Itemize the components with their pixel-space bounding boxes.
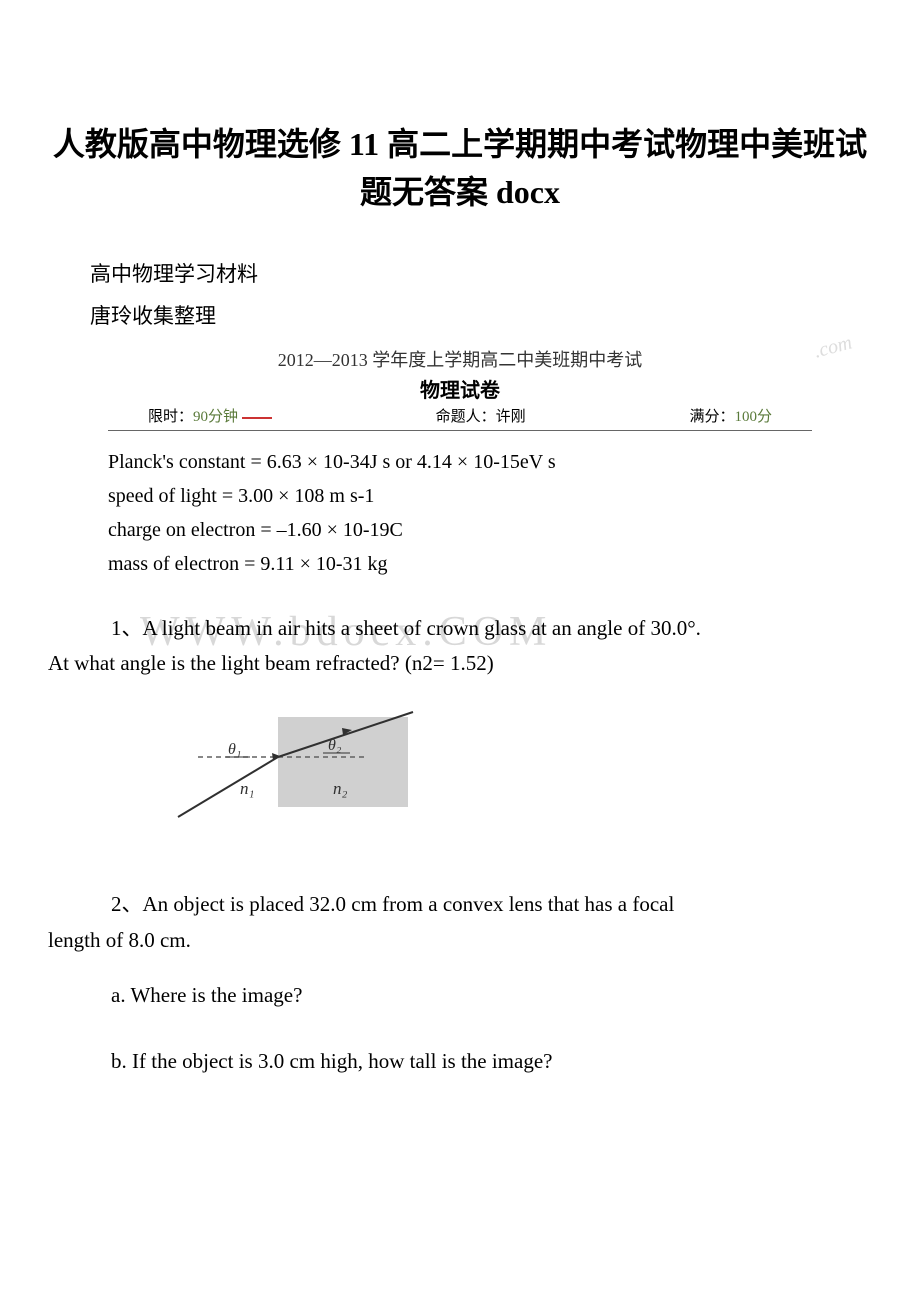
red-underline-icon	[242, 417, 272, 419]
time-label: 限时：	[148, 409, 193, 425]
q2-line-b: length of 8.0 cm.	[48, 923, 872, 959]
electron-charge: charge on electron = –1.60 × 10-19C	[48, 513, 872, 547]
incident-ray	[178, 757, 278, 817]
exam-time: 限时：90分钟	[148, 405, 272, 426]
theta1-label: θ₁	[228, 741, 241, 758]
time-value: 90分钟	[193, 409, 238, 425]
exam-year-title: 2012—2013 学年度上学期高二中美班期中考试	[108, 346, 812, 372]
q1-line-b: At what angle is the light beam refracte…	[48, 646, 872, 682]
watermark-corner: .com	[811, 331, 854, 363]
planck-constant: Planck's constant = 6.63 × 10-34J s or 4…	[48, 445, 872, 479]
q2-sub-b: b. If the object is 3.0 cm high, how tal…	[48, 1044, 872, 1080]
exam-subject-title: 物理试卷	[108, 374, 812, 403]
exam-header: .com 2012—2013 学年度上学期高二中美班期中考试 物理试卷 限时：9…	[108, 346, 812, 431]
q2-line-a: 2、An object is placed 32.0 cm from a con…	[48, 887, 872, 923]
intro-line-1: 高中物理学习材料	[48, 256, 872, 294]
theta2-label: θ₂	[328, 737, 342, 754]
exam-score: 满分：100分	[689, 405, 772, 426]
score-value: 100分	[734, 409, 772, 425]
q1-line-a: 1、A light beam in air hits a sheet of cr…	[48, 611, 872, 647]
refraction-svg: θ₁ θ₂ n₁ n₂	[168, 702, 428, 832]
question-1: 1、A light beam in air hits a sheet of cr…	[48, 611, 872, 682]
q2-sub-a: a. Where is the image?	[48, 978, 872, 1014]
refraction-diagram: θ₁ θ₂ n₁ n₂	[168, 702, 872, 837]
document-title: 人教版高中物理选修 11 高二上学期期中考试物理中美班试题无答案 docx	[48, 120, 872, 216]
intro-line-2: 唐玲收集整理	[48, 298, 872, 336]
score-label: 满分：	[689, 409, 734, 425]
n1-label: n₁	[240, 779, 254, 798]
speed-of-light: speed of light = 3.00 × 108 m s-1	[48, 479, 872, 513]
exam-meta-row: 限时：90分钟 命题人：许刚 满分：100分	[108, 403, 812, 431]
exam-author: 命题人：许刚	[436, 405, 526, 426]
question-2: 2、An object is placed 32.0 cm from a con…	[48, 887, 872, 958]
n2-label: n₂	[333, 779, 348, 798]
constants-block: Planck's constant = 6.63 × 10-34J s or 4…	[48, 445, 872, 581]
electron-mass: mass of electron = 9.11 × 10-31 kg	[48, 547, 872, 581]
